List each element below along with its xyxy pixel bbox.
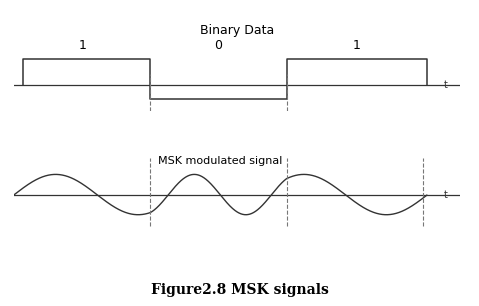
Text: t: t [444, 80, 447, 90]
Text: Figure2.8 MSK signals: Figure2.8 MSK signals [150, 283, 329, 297]
Title: Binary Data: Binary Data [200, 24, 274, 37]
Text: t: t [444, 189, 447, 200]
Text: 1: 1 [79, 39, 86, 52]
Text: 1: 1 [353, 39, 361, 52]
Text: 0: 0 [215, 39, 223, 52]
Text: MSK modulated signal: MSK modulated signal [159, 155, 283, 166]
